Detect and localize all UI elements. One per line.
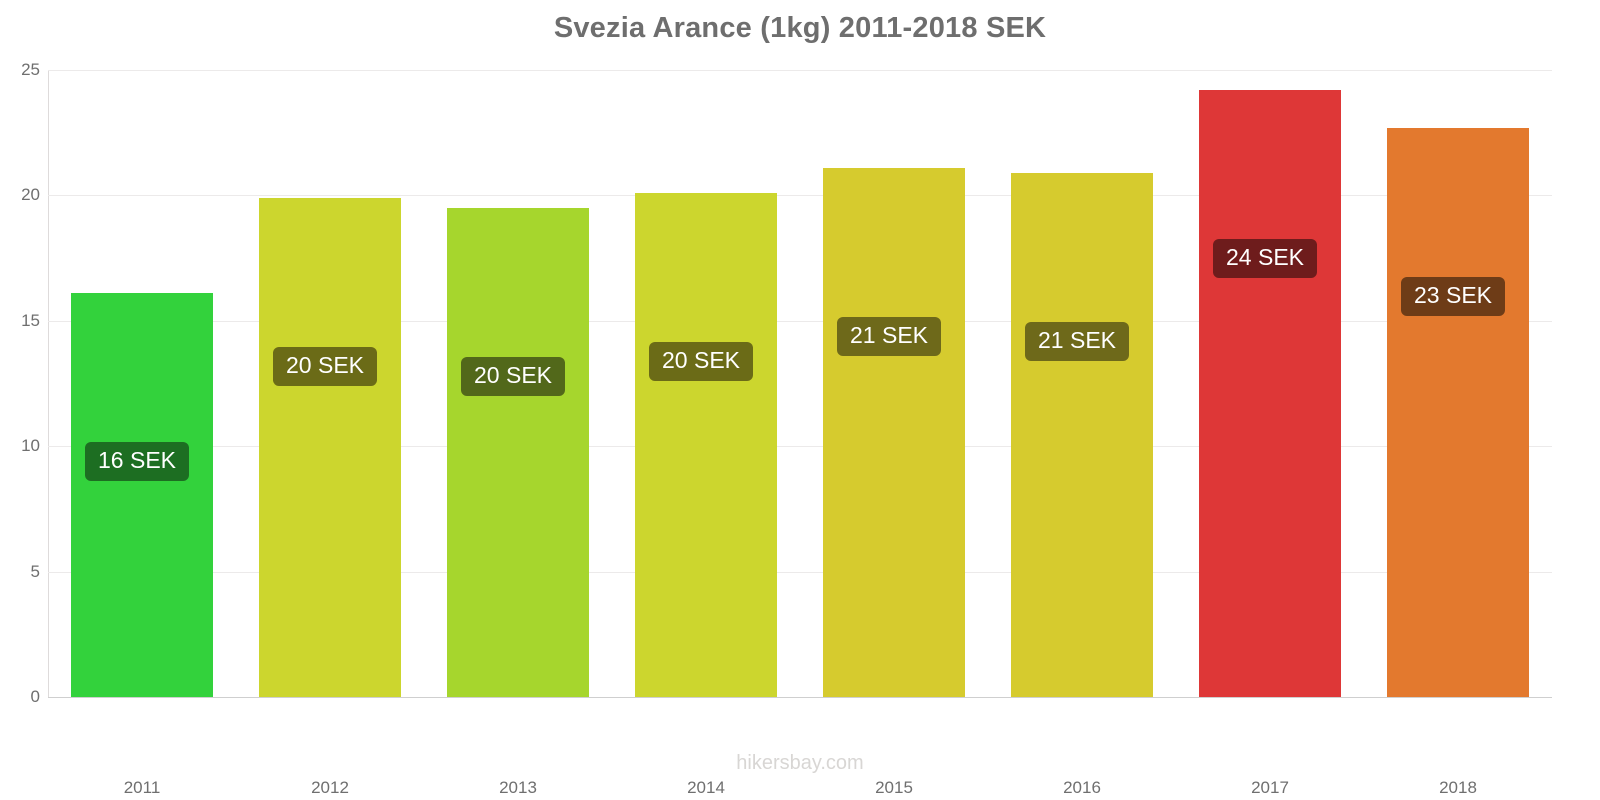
plot-area: 0 5 10 15 20 25 16 SEK 20 SEK 20 SEK 20 SEK 21 SE…: [21, 60, 1552, 797]
bar-2013[interactable]: 20 SEK: [447, 207, 589, 697]
gridline-20: [48, 195, 1552, 197]
gridline-25: [48, 70, 1552, 71]
bar-value-label-2017: 24 SEK: [1213, 239, 1317, 279]
bar-value-label-2016: 21 SEK: [1025, 321, 1129, 361]
bar-2015[interactable]: 21 SEK: [823, 167, 965, 697]
y-tick-label-5: 5: [30, 561, 40, 581]
x-tick-label-2016: 2016: [1063, 778, 1101, 797]
x-tick-label-2013: 2013: [499, 778, 537, 797]
bar-2018[interactable]: 23 SEK: [1387, 127, 1529, 697]
y-tick-label-15: 15: [21, 310, 40, 330]
gridline-15: [48, 320, 1552, 322]
x-tick-label-2018: 2018: [1439, 778, 1477, 797]
chart-title: Svezia Arance (1kg) 2011-2018 SEK: [553, 12, 1047, 44]
bar-2017[interactable]: 24 SEK: [1199, 90, 1341, 697]
footer-watermark: hikersbay.com: [736, 752, 864, 774]
y-tick-label-25: 25: [21, 60, 40, 79]
bar-value-label-2013: 20 SEK: [461, 356, 565, 396]
x-tick-label-2012: 2012: [311, 778, 349, 797]
x-tick-label-2014: 2014: [687, 778, 725, 797]
gridline-0: [48, 697, 1552, 698]
bar-2012[interactable]: 20 SEK: [259, 197, 401, 697]
bar-value-label-2015: 21 SEK: [837, 316, 941, 356]
bar-2011[interactable]: 16 SEK: [71, 293, 213, 697]
x-tick-label-2011: 2011: [123, 778, 161, 797]
x-tick-label-2015: 2015: [875, 778, 913, 797]
y-tick-label-10: 10: [21, 436, 40, 456]
bar-value-label-2018: 23 SEK: [1401, 276, 1505, 316]
gridline-10: [48, 446, 1552, 448]
bar-value-label-2011: 16 SEK: [85, 442, 189, 482]
bar-value-label-2012: 20 SEK: [273, 346, 377, 386]
bar-2014[interactable]: 20 SEK: [635, 192, 777, 697]
gridline-5: [48, 571, 1552, 573]
x-tick-label-2017: 2017: [1251, 778, 1289, 797]
y-tick-label-0: 0: [30, 687, 40, 706]
y-axis-line: [48, 70, 49, 697]
bar-value-label-2014: 20 SEK: [649, 341, 753, 381]
bar-2016[interactable]: 21 SEK: [1011, 172, 1153, 697]
y-tick-label-20: 20: [21, 185, 40, 205]
